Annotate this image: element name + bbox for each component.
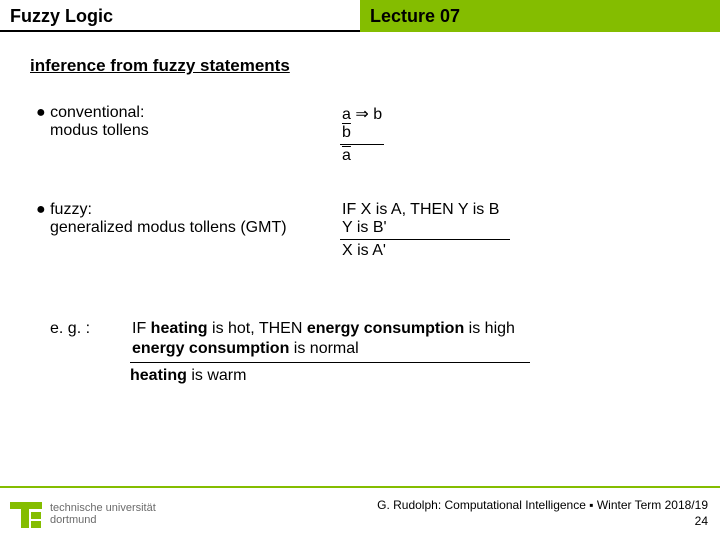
tu-logo-text: technische universität dortmund: [50, 502, 156, 526]
bullet-conventional: ● conventional:: [36, 104, 144, 122]
tu-city: dortmund: [50, 514, 156, 526]
footer: technische universität dortmund G. Rudol…: [0, 486, 720, 540]
example-conclusion: heating is warm: [130, 362, 530, 385]
eg-p1-pre: IF: [132, 320, 151, 337]
example-body: IF heating is hot, THEN energy consumpti…: [130, 320, 690, 385]
eg-p1-post: is high: [464, 320, 515, 337]
fuzzy-conclusion: X is A': [340, 239, 510, 260]
fuzzy-inference: IF X is A, THEN Y is B Y is B' X is A': [330, 201, 690, 260]
conventional-label: ● conventional: modus tollens: [30, 104, 330, 165]
content: inference from fuzzy statements ● conven…: [0, 32, 720, 385]
example-label: e. g. :: [50, 320, 130, 385]
example-premise2: energy consumption is normal: [130, 340, 690, 360]
eg-c-post: is warm: [187, 367, 247, 384]
conventional-sub: modus tollens: [36, 122, 330, 140]
example-premise1: IF heating is hot, THEN energy consumpti…: [130, 320, 690, 340]
header-left: Fuzzy Logic: [0, 0, 360, 32]
not-a: a: [342, 147, 351, 164]
fuzzy-label: ● fuzzy: generalized modus tollens (GMT): [30, 201, 330, 260]
fuzzy-sub: generalized modus tollens (GMT): [36, 219, 330, 237]
conventional-row: ● conventional: modus tollens a ⇒ b b a: [30, 104, 690, 165]
conventional-conclusion: a: [340, 144, 384, 165]
eg-p1-energy: energy consumption: [307, 320, 464, 337]
conventional-premise2: b: [340, 124, 384, 142]
footer-credit: G. Rudolph: Computational Intelligence ▪…: [377, 498, 708, 514]
prem1-a: a: [342, 106, 351, 123]
eg-p1-heating: heating: [151, 320, 208, 337]
header-right: Lecture 07: [360, 0, 720, 32]
fuzzy-row: ● fuzzy: generalized modus tollens (GMT)…: [30, 201, 690, 260]
prem1-b: b: [373, 106, 382, 123]
header: Fuzzy Logic Lecture 07: [0, 0, 720, 32]
fuzzy-premise2: Y is B': [340, 219, 510, 237]
section-title: inference from fuzzy statements: [30, 56, 690, 76]
eg-p1-mid: is hot, THEN: [208, 320, 307, 337]
conventional-premise1: a ⇒ b: [340, 104, 384, 124]
conventional-inference: a ⇒ b b a: [330, 104, 690, 165]
bullet-fuzzy: ● fuzzy:: [36, 201, 92, 219]
eg-p2-energy: energy consumption: [132, 340, 289, 357]
implies-icon: ⇒: [355, 106, 368, 123]
tu-logo: technische universität dortmund: [8, 496, 156, 532]
footer-right: G. Rudolph: Computational Intelligence ▪…: [377, 498, 708, 529]
eg-c-heating: heating: [130, 367, 187, 384]
page-number: 24: [377, 514, 708, 530]
tu-logo-icon: [8, 496, 44, 532]
fuzzy-premise1: IF X is A, THEN Y is B: [340, 201, 510, 219]
not-b: b: [342, 124, 351, 141]
eg-p2-post: is normal: [289, 340, 358, 357]
example-row: e. g. : IF heating is hot, THEN energy c…: [30, 320, 690, 385]
tu-uni: technische universität: [50, 502, 156, 514]
